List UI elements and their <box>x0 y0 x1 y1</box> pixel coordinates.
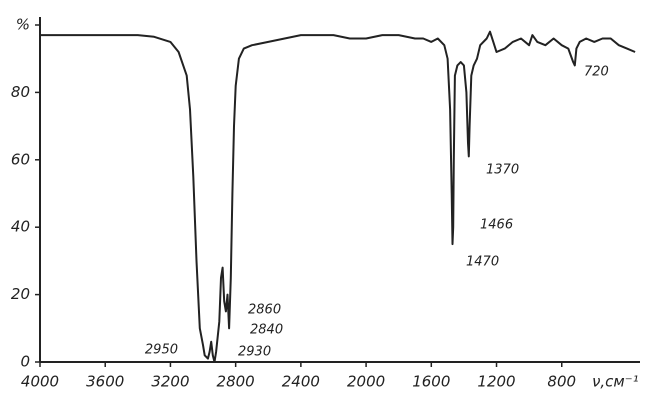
y-tick-label: 0 <box>20 353 30 371</box>
x-tick-label: 2000 <box>347 373 385 391</box>
x-axis-label: ν,см⁻¹ <box>592 373 639 391</box>
y-tick-label: 20 <box>11 285 30 303</box>
peak-label: 720 <box>584 65 609 80</box>
x-tick-label: 2400 <box>282 373 320 391</box>
peak-label: 1470 <box>466 255 499 270</box>
x-tick-label: 4000 <box>21 373 59 391</box>
x-tick-label: 2800 <box>217 373 255 391</box>
peak-label: 2950 <box>145 343 178 358</box>
peak-label: 1466 <box>480 218 513 233</box>
spectrum-line <box>40 30 636 363</box>
y-tick-label: 80 <box>11 83 30 101</box>
peak-label: 1370 <box>486 163 519 178</box>
x-tick-label: 800 <box>547 373 576 391</box>
x-tick-label: 1600 <box>412 373 450 391</box>
y-tick-label: 60 <box>11 150 30 168</box>
x-tick-label: 1200 <box>477 373 515 391</box>
y-tick-label: % <box>16 16 30 34</box>
x-tick-label: 3600 <box>86 373 124 391</box>
y-tick-label: 40 <box>11 218 30 236</box>
peak-label: 2930 <box>238 345 271 360</box>
peak-label: 2840 <box>250 323 283 338</box>
peak-label: 2860 <box>248 303 281 318</box>
x-tick-label: 3200 <box>151 373 189 391</box>
